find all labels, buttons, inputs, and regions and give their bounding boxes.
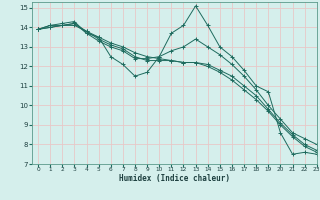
X-axis label: Humidex (Indice chaleur): Humidex (Indice chaleur) <box>119 174 230 183</box>
